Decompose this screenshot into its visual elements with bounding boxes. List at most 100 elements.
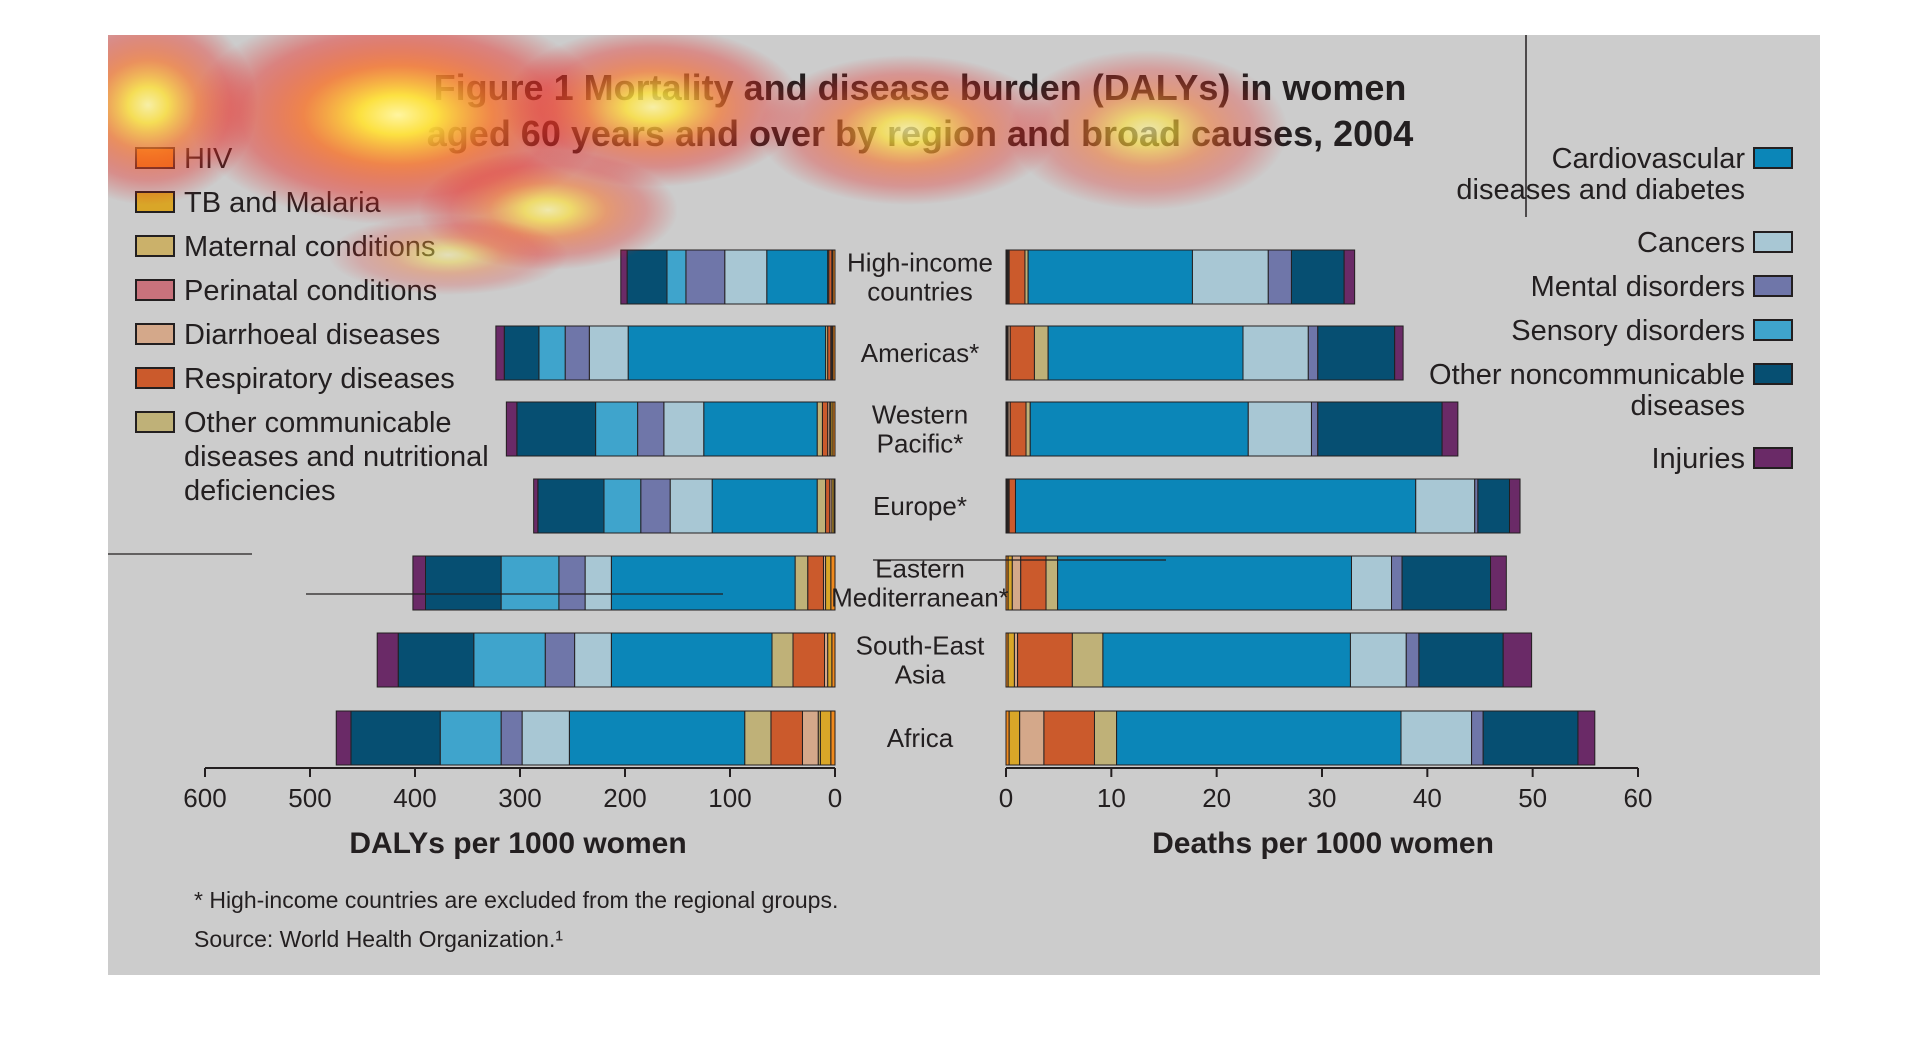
legend-label: Other noncommunicable: [1429, 359, 1745, 391]
dalys-bar-segment: [568, 710, 746, 766]
dalys-bar-segment: [533, 478, 539, 534]
dalys-bar-segment: [564, 325, 590, 381]
legend-swatch: [1753, 319, 1793, 341]
legend-label: HIV: [184, 143, 233, 175]
dalys-bar-segment: [610, 632, 773, 688]
dalys-bar-segment: [821, 401, 829, 457]
deaths-bar-segment: [1019, 710, 1045, 766]
dalys-bar-segment: [663, 401, 705, 457]
dalys-bar-segment: [766, 249, 829, 305]
legend-label: Perinatal conditions: [184, 275, 437, 307]
dalys-bar-segment: [744, 710, 772, 766]
deaths-bar-segment: [1017, 632, 1073, 688]
legend-swatch: [135, 279, 175, 301]
deaths-bar-segment: [1267, 249, 1292, 305]
region-label: Europe*: [873, 491, 967, 521]
dalys-bar-segment: [376, 632, 399, 688]
dalys-bar-segment: [816, 401, 823, 457]
dalys-bar-segment: [350, 710, 441, 766]
dalys-bar-segment: [544, 632, 576, 688]
dalys-bar-segment: [537, 478, 605, 534]
deaths-bar-segment: [1102, 632, 1351, 688]
deaths-bar-segment: [1290, 249, 1345, 305]
deaths-bar-segment: [1057, 555, 1352, 611]
dalys-tick-label: 100: [708, 783, 751, 813]
legend-swatch: [135, 367, 175, 389]
footnotes: * High-income countries are excluded fro…: [194, 887, 838, 952]
deaths-bar-segment: [1011, 555, 1022, 611]
legend-swatch: [135, 147, 175, 169]
dalys-bar-segment: [439, 710, 502, 766]
dalys-bar-segment: [816, 478, 827, 534]
dalys-bar-segment: [620, 249, 628, 305]
deaths-bar-segment: [1477, 478, 1510, 534]
dalys-bar-segment: [500, 710, 523, 766]
dalys-bar-segment: [516, 401, 597, 457]
legend-swatch: [1753, 275, 1793, 297]
dalys-tick-label: 0: [828, 783, 842, 813]
legend-swatch: [135, 235, 175, 257]
dalys-bar-segment: [558, 555, 586, 611]
dalys-bar-segment: [595, 401, 639, 457]
dalys-bar-segment: [503, 325, 540, 381]
deaths-tick-label: 40: [1413, 783, 1442, 813]
heat-blob: [108, 35, 258, 205]
legend-label: Mental disorders: [1531, 271, 1745, 303]
heat-blob: [503, 35, 803, 187]
deaths-bar-segment: [1008, 249, 1026, 305]
dalys-bar-segment: [771, 632, 794, 688]
deaths-bar-segment: [1317, 325, 1396, 381]
deaths-bar-segment: [1400, 710, 1473, 766]
legend-label: Sensory disorders: [1511, 315, 1745, 347]
deaths-bar-segment: [1343, 249, 1356, 305]
deaths-bar-segment: [1415, 478, 1476, 534]
dalys-bar-segment: [588, 325, 629, 381]
region-label: Americas*: [861, 338, 979, 368]
dalys-bar-segment: [830, 710, 836, 766]
dalys-tick-label: 300: [498, 783, 541, 813]
legend-swatch: [1753, 447, 1793, 469]
dalys-bar-segment: [807, 555, 824, 611]
legend-swatch: [135, 411, 175, 433]
deaths-bar-segment: [1047, 325, 1244, 381]
dalys-bar-segment: [685, 249, 726, 305]
footnote: * High-income countries are excluded fro…: [194, 887, 838, 913]
dalys-axis-title: DALYs per 1000 women: [349, 827, 686, 860]
legend-swatch: [135, 323, 175, 345]
deaths-bar-segment: [1317, 401, 1443, 457]
chart: Figure 1 Mortality and disease burden (D…: [108, 35, 1793, 952]
dalys-bar-segment: [827, 632, 833, 688]
legend-label: diseases and diabetes: [1456, 174, 1745, 206]
dalys-bar-segment: [770, 710, 803, 766]
deaths-bar-segment: [1418, 632, 1504, 688]
deaths-bar-segment: [1020, 555, 1047, 611]
deaths-bar-segment: [1482, 710, 1579, 766]
dalys-bar-segment: [505, 401, 518, 457]
dalys-tick-label: 400: [393, 783, 436, 813]
deaths-tick-label: 20: [1202, 783, 1231, 813]
dalys-bar-segment: [801, 710, 819, 766]
dalys-bar-segment: [637, 401, 665, 457]
deaths-bar-segment: [1350, 555, 1393, 611]
deaths-bar-segment: [1307, 325, 1319, 381]
deaths-bar-segment: [1009, 325, 1035, 381]
deaths-bar-segment: [1009, 401, 1027, 457]
dalys-tick-label: 500: [288, 783, 331, 813]
deaths-bar-segment: [1349, 632, 1407, 688]
legend-label: Injuries: [1652, 443, 1746, 475]
dalys-bar-segment: [521, 710, 570, 766]
dalys-bar-segment: [819, 710, 832, 766]
legend-label: Other communicable: [184, 407, 452, 439]
dalys-bar-segment: [666, 249, 687, 305]
legend-swatch: [1753, 231, 1793, 253]
deaths-bar-segment: [1490, 555, 1507, 611]
legend-left: HIV TB and Malaria Maternal conditions Peri…: [135, 143, 489, 507]
footnote: Source: World Health Organization.¹: [194, 926, 563, 952]
dalys-bar-segment: [640, 478, 671, 534]
legend-label: TB and Malaria: [184, 187, 382, 219]
region-label: Pacific*: [877, 429, 964, 459]
figure-panel: Figure 1 Mortality and disease burden (D…: [108, 35, 1820, 975]
deaths-bar-segment: [1508, 478, 1521, 534]
